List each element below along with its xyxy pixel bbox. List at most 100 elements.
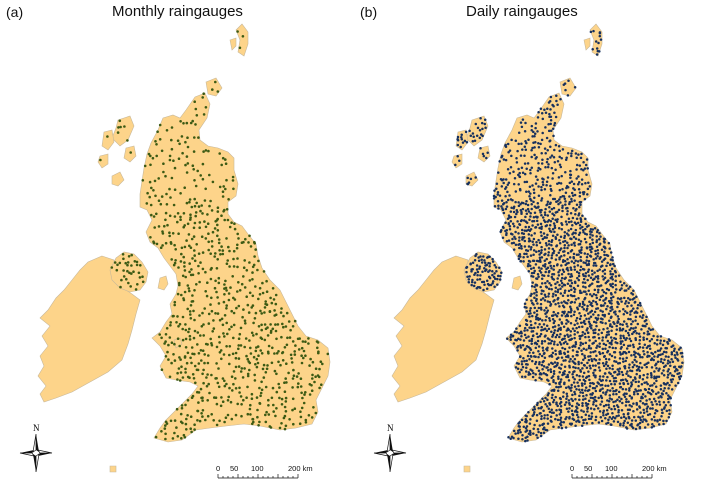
raingauge-dot xyxy=(571,373,574,376)
raingauge-dot xyxy=(628,387,631,390)
raingauge-dot xyxy=(614,400,617,403)
raingauge-dot xyxy=(566,186,570,189)
raingauge-dot xyxy=(193,197,196,201)
raingauge-dot xyxy=(602,364,606,368)
raingauge-dot xyxy=(488,262,492,265)
raingauge-dot xyxy=(630,304,633,307)
raingauge-dot xyxy=(308,364,311,367)
raingauge-dot xyxy=(599,309,602,312)
raingauge-dot xyxy=(200,325,204,328)
raingauge-dot xyxy=(538,353,542,356)
raingauge-dot xyxy=(274,414,277,418)
raingauge-dot xyxy=(304,391,307,394)
raingauge-dot xyxy=(606,261,609,265)
raingauge-dot xyxy=(574,222,578,226)
raingauge-dot xyxy=(535,290,538,294)
raingauge-dot xyxy=(585,247,589,250)
raingauge-dot xyxy=(179,120,182,123)
raingauge-dot xyxy=(552,134,555,138)
raingauge-dot xyxy=(558,413,562,416)
raingauge-dot xyxy=(601,351,605,355)
raingauge-dot xyxy=(248,339,251,342)
raingauge-dot xyxy=(499,230,502,233)
raingauge-dot xyxy=(244,322,247,325)
raingauge-dot xyxy=(456,135,460,139)
raingauge-dot xyxy=(571,399,575,403)
raingauge-dot xyxy=(531,375,535,379)
raingauge-dot xyxy=(620,345,623,349)
raingauge-dot xyxy=(188,338,192,341)
raingauge-dot xyxy=(615,328,619,331)
raingauge-dot xyxy=(496,274,500,278)
raingauge-dot xyxy=(637,332,641,336)
raingauge-dot xyxy=(666,397,670,401)
raingauge-dot xyxy=(629,375,632,379)
raingauge-dot xyxy=(516,149,519,153)
raingauge-dot xyxy=(666,370,670,373)
raingauge-dot xyxy=(539,260,542,263)
raingauge-dot xyxy=(573,357,577,361)
raingauge-dot xyxy=(583,297,586,301)
raingauge-dot xyxy=(586,410,589,413)
raingauge-dot xyxy=(130,264,133,267)
raingauge-dot xyxy=(547,379,550,382)
raingauge-dot xyxy=(548,317,551,320)
raingauge-dot xyxy=(514,432,517,435)
raingauge-dot xyxy=(246,372,250,376)
raingauge-dot xyxy=(597,336,601,340)
raingauge-dot xyxy=(547,407,551,411)
raingauge-dot xyxy=(622,393,625,396)
raingauge-dot xyxy=(577,278,581,282)
raingauge-dot xyxy=(573,244,577,247)
raingauge-dot xyxy=(559,400,563,404)
raingauge-dot xyxy=(535,317,538,321)
raingauge-dot xyxy=(535,250,538,253)
raingauge-dot xyxy=(574,213,577,216)
raingauge-dot xyxy=(591,273,594,276)
raingauge-dot xyxy=(658,349,662,352)
raingauge-dot xyxy=(272,403,275,407)
raingauge-dot xyxy=(200,235,204,238)
raingauge-dot xyxy=(534,315,538,318)
raingauge-dot xyxy=(246,385,249,389)
raingauge-dot xyxy=(471,278,474,282)
raingauge-dot xyxy=(574,259,577,263)
raingauge-dot xyxy=(593,368,596,372)
raingauge-dot xyxy=(184,328,188,332)
raingauge-dot xyxy=(540,308,543,311)
raingauge-dot xyxy=(550,154,554,157)
raingauge-dot xyxy=(554,417,557,421)
raingauge-dot xyxy=(207,240,210,244)
raingauge-dot xyxy=(560,338,564,342)
raingauge-dot xyxy=(676,381,680,385)
raingauge-dot xyxy=(240,241,244,244)
raingauge-dot xyxy=(526,162,530,165)
raingauge-dot xyxy=(264,385,268,389)
raingauge-dot xyxy=(588,364,592,367)
raingauge-dot xyxy=(633,311,636,315)
raingauge-dot xyxy=(578,191,582,194)
raingauge-dot xyxy=(552,222,556,225)
raingauge-dot xyxy=(122,275,126,278)
raingauge-dot xyxy=(547,342,550,345)
raingauge-dot xyxy=(228,353,231,357)
raingauge-dot xyxy=(601,294,604,298)
raingauge-dot xyxy=(566,294,570,298)
raingauge-dot xyxy=(584,181,587,185)
raingauge-dot xyxy=(184,337,188,341)
raingauge-dot xyxy=(204,149,208,152)
raingauge-dot xyxy=(148,195,151,199)
raingauge-dot xyxy=(587,274,591,277)
raingauge-dot xyxy=(273,369,277,373)
raingauge-dot xyxy=(182,212,186,215)
raingauge-dot xyxy=(564,426,568,429)
raingauge-dot xyxy=(584,341,588,345)
raingauge-dot xyxy=(659,384,663,387)
raingauge-dot xyxy=(627,350,631,354)
raingauge-dot xyxy=(627,333,631,337)
raingauge-dot xyxy=(669,364,672,367)
raingauge-dot xyxy=(152,189,155,192)
raingauge-dot xyxy=(171,314,175,318)
raingauge-dot xyxy=(459,145,462,149)
raingauge-dot xyxy=(568,370,571,374)
